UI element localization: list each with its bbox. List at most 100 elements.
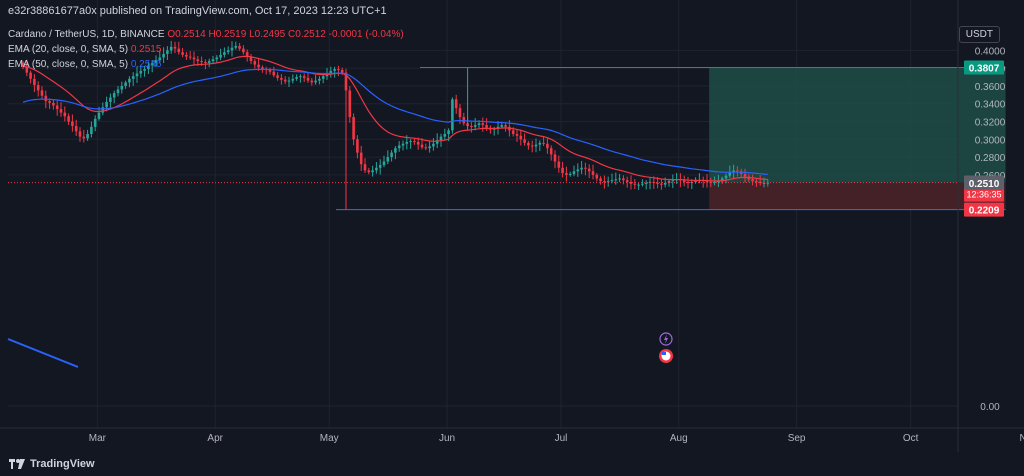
candle-body	[150, 62, 154, 66]
candle-body	[86, 133, 89, 139]
candle-body	[614, 179, 618, 181]
candle-body	[717, 181, 720, 183]
legend-ema50-label: EMA (50, close, 0, SMA, 5)	[8, 59, 129, 70]
ema20-line	[22, 55, 768, 182]
candle-body	[416, 141, 420, 145]
candle-body	[82, 136, 86, 139]
candle-body	[511, 130, 515, 134]
candle-body	[470, 125, 473, 127]
candle-body	[660, 183, 663, 185]
candle-body	[629, 181, 633, 184]
candle-body	[644, 182, 648, 184]
tradingview-logo-icon	[9, 459, 25, 469]
candle-body	[200, 61, 203, 63]
candle-body	[390, 152, 393, 158]
candle-body	[348, 90, 352, 118]
tradingview-logo[interactable]: TradingView	[8, 458, 95, 470]
currency-button[interactable]: USDT	[958, 26, 1000, 43]
candle-body	[337, 69, 340, 71]
candle-body	[166, 50, 169, 54]
candle-body	[568, 173, 572, 175]
price-chart[interactable]: 0.40000.38000.36000.34000.32000.30000.28…	[0, 0, 1024, 452]
candle-body	[67, 116, 70, 122]
legend-open: O0.2514	[167, 29, 206, 40]
candle-body	[287, 80, 291, 82]
candle-body	[363, 164, 367, 171]
candle-body	[131, 76, 135, 79]
candle-body	[435, 140, 439, 144]
candle-body	[409, 141, 412, 143]
candle-body	[344, 72, 348, 91]
candle-body	[549, 148, 553, 155]
candle-body	[367, 170, 371, 173]
candle-body	[318, 78, 321, 81]
price-label-bg	[964, 202, 1004, 217]
candle-body	[40, 90, 44, 96]
candle-body	[147, 65, 150, 70]
price-label-bg	[964, 175, 1004, 190]
candle-body	[724, 175, 728, 179]
candle-body	[291, 78, 295, 81]
candle-body	[78, 131, 82, 137]
candle-body	[276, 75, 279, 78]
candle-body	[90, 126, 93, 134]
candle-body	[542, 142, 545, 144]
icon-layer	[659, 332, 673, 363]
candle-body	[625, 180, 629, 182]
x-tick-label: Oct	[903, 433, 919, 444]
legend-high: H0.2519	[208, 29, 247, 40]
candle-body	[580, 167, 583, 170]
candle-body	[314, 80, 317, 83]
candle-body	[135, 73, 139, 77]
tradingview-brand: TradingView	[30, 458, 95, 470]
legend-ema20-row[interactable]: EMA (20, close, 0, SMA, 5) 0.2515	[8, 42, 404, 57]
legend-ema20-label: EMA (20, close, 0, SMA, 5)	[8, 44, 129, 55]
candle-body	[223, 52, 226, 55]
candle-body	[637, 184, 640, 186]
candle-body	[401, 143, 405, 146]
candle-body	[272, 71, 276, 76]
trend-line	[7, 338, 79, 368]
candle-body	[74, 125, 78, 132]
candle-body	[375, 167, 378, 171]
candle-body	[188, 56, 192, 58]
candle-body	[720, 178, 724, 182]
candle-body	[758, 181, 762, 183]
candle-body	[530, 145, 534, 147]
candle-body	[321, 76, 325, 79]
candle-body	[603, 181, 606, 183]
candle-body	[599, 178, 602, 182]
candle-body	[656, 182, 659, 184]
candle-body	[44, 95, 48, 102]
candle-body	[432, 143, 435, 147]
y-tick-label: 0.2800	[975, 153, 1006, 164]
candle-body	[173, 46, 177, 49]
candle-body	[211, 59, 215, 62]
candle-body	[534, 144, 538, 147]
candle-body	[306, 77, 310, 81]
candle-body	[682, 180, 686, 182]
footer: TradingView	[0, 452, 1024, 476]
candle-body	[257, 64, 260, 68]
candle-body	[154, 60, 158, 63]
candle-body	[553, 154, 557, 162]
candle-body	[371, 170, 374, 173]
candle-body	[519, 135, 523, 140]
candle-body	[97, 112, 101, 119]
legend-symbol[interactable]: Cardano / TetherUS, 1D, BINANCE	[8, 29, 165, 40]
candle-body	[751, 179, 754, 182]
candle-body	[261, 67, 264, 70]
candle-body	[109, 97, 112, 102]
x-tick-label: Mar	[89, 433, 107, 444]
candle-body	[143, 69, 146, 71]
candle-body	[378, 165, 382, 168]
y-tick-label: 0.3200	[975, 118, 1006, 129]
legend-ema50-row[interactable]: EMA (50, close, 0, SMA, 5) 0.2546	[8, 57, 404, 72]
candle-body	[158, 57, 162, 61]
candle-body	[454, 99, 458, 109]
candle-body	[112, 93, 116, 98]
candle-body	[93, 118, 97, 127]
price-label: 0.2510	[969, 179, 1000, 190]
